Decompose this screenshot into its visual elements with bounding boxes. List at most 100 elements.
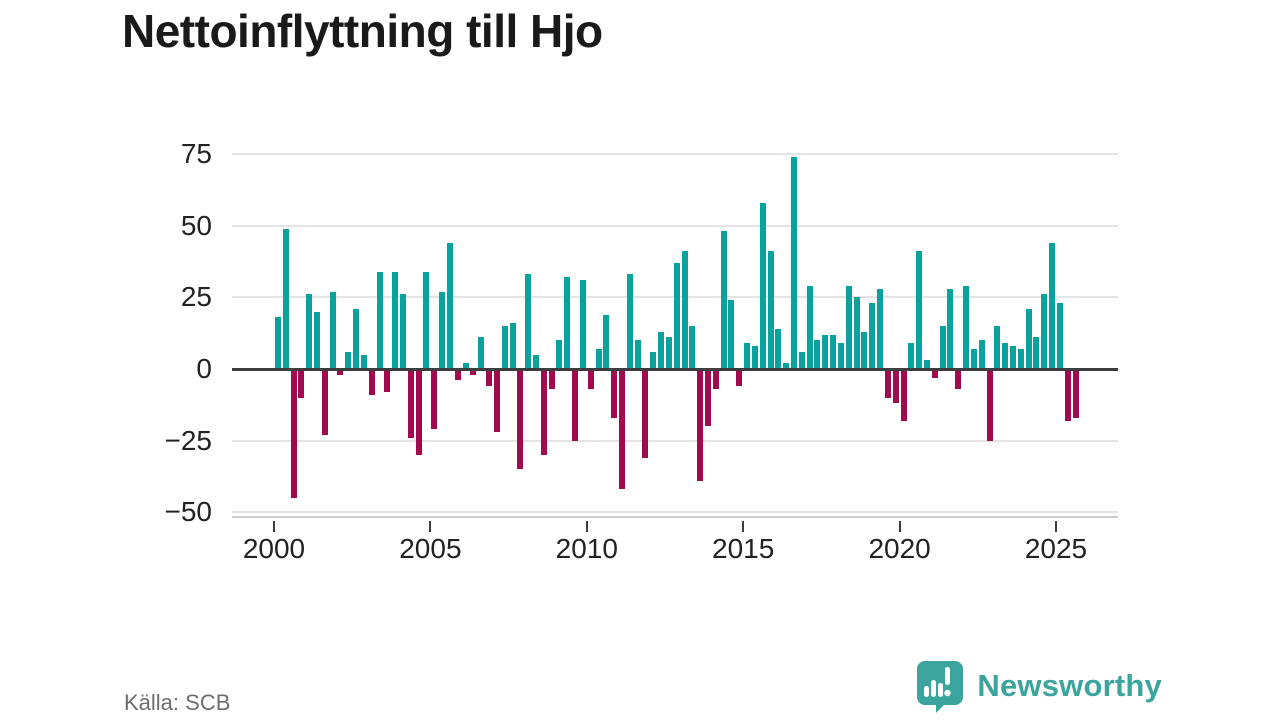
y-axis-label-25: 25: [180, 281, 212, 313]
bar-2007Q1: [493, 369, 500, 433]
bar-2002Q2: [345, 351, 352, 369]
bar-2012Q4: [673, 262, 680, 369]
bar-2025Q3: [1072, 369, 1079, 418]
bar-2016Q1: [775, 328, 782, 369]
bar-2025Q1: [1056, 303, 1063, 369]
newsworthy-speech-bubble-chart-icon: [917, 661, 964, 713]
y-axis-label-50: 50: [180, 209, 212, 241]
bar-2002Q3: [353, 308, 360, 369]
x-axis-label-2000: 2000: [242, 533, 306, 564]
bar-2004Q1: [400, 294, 407, 369]
bar-2001Q4: [329, 291, 336, 369]
bar-2022Q4: [986, 369, 993, 441]
x-tick-2015: [742, 521, 745, 532]
bar-2016Q4: [798, 351, 805, 369]
bar-2003Q4: [392, 271, 399, 369]
bar-2006Q1: [462, 363, 469, 369]
bar-2003Q1: [368, 369, 375, 395]
bar-2013Q3: [697, 369, 704, 481]
bar-2008Q1: [525, 274, 532, 369]
bar-2000Q2: [282, 228, 289, 369]
bar-2014Q4: [736, 369, 743, 387]
bar-2009Q1: [556, 340, 563, 369]
bar-2008Q2: [532, 354, 539, 369]
gridline-y-25: [232, 439, 1118, 442]
bar-2024Q4: [1049, 242, 1056, 369]
bar-2001Q3: [321, 369, 328, 435]
gridline-y-50: [232, 511, 1118, 514]
bar-2002Q1: [337, 369, 344, 375]
bar-2020Q2: [908, 343, 915, 369]
bar-2017Q4: [830, 334, 837, 369]
bar-2013Q1: [681, 251, 688, 369]
bar-2005Q4: [454, 369, 461, 381]
bar-2020Q3: [916, 251, 923, 369]
x-tick-2020: [898, 521, 901, 532]
bar-2019Q1: [869, 303, 876, 369]
bar-2009Q3: [572, 369, 579, 441]
bar-2023Q3: [1009, 346, 1016, 369]
bar-2011Q2: [626, 274, 633, 369]
bar-2009Q4: [579, 280, 586, 369]
bar-2004Q2: [407, 369, 414, 438]
bar-2018Q3: [853, 297, 860, 369]
bar-2013Q2: [689, 325, 696, 369]
bar-2022Q3: [978, 340, 985, 369]
bar-2018Q1: [837, 343, 844, 369]
bar-2014Q2: [720, 231, 727, 369]
bar-2000Q3: [290, 369, 297, 498]
x-axis-label-2015: 2015: [712, 533, 775, 564]
bar-2019Q3: [884, 369, 891, 398]
bar-2022Q2: [970, 348, 977, 369]
x-axis-label-2025: 2025: [1024, 533, 1088, 564]
bar-2014Q1: [712, 369, 719, 390]
bar-2021Q2: [939, 325, 946, 369]
chart-title: Nettoinflyttning till Hjo: [122, 5, 603, 57]
bar-2008Q4: [548, 369, 555, 390]
bar-2025Q2: [1064, 369, 1071, 421]
bar-2002Q4: [360, 354, 367, 369]
x-axis-label-2020: 2020: [868, 533, 931, 564]
bar-2012Q3: [665, 337, 672, 369]
bar-2011Q1: [618, 369, 625, 490]
y-axis-label--50: −50: [164, 496, 213, 528]
x-tick-2025: [1055, 521, 1057, 532]
bar-2023Q1: [994, 325, 1001, 369]
bar-2021Q4: [955, 369, 962, 390]
brand-name: Newsworthy: [977, 668, 1162, 703]
bar-2018Q2: [845, 285, 852, 369]
bar-2005Q1: [431, 369, 438, 430]
bar-2021Q1: [931, 369, 938, 378]
bar-2016Q3: [791, 156, 798, 369]
bar-2006Q2: [470, 369, 477, 375]
bar-2006Q3: [478, 337, 485, 369]
bar-2012Q1: [650, 351, 657, 369]
bar-2020Q4: [923, 360, 930, 369]
bar-2004Q4: [423, 271, 430, 369]
x-axis-line: [232, 516, 1118, 518]
bar-2023Q2: [1002, 343, 1009, 369]
bar-2015Q1: [744, 343, 751, 369]
bar-2017Q3: [822, 334, 829, 369]
bar-2006Q4: [486, 369, 493, 387]
bar-2015Q4: [767, 251, 774, 369]
bar-2010Q3: [603, 314, 610, 369]
y-axis-label--25: −25: [164, 424, 213, 456]
y-axis-label-75: 75: [180, 137, 212, 169]
bar-2007Q4: [517, 369, 524, 470]
bar-2000Q4: [298, 369, 305, 398]
source-note: Källa: SCB: [124, 690, 231, 715]
bar-2016Q2: [783, 363, 790, 369]
bar-2000Q1: [274, 317, 281, 369]
bar-2024Q2: [1033, 337, 1040, 369]
bar-2005Q3: [446, 242, 453, 369]
y-axis-label-0: 0: [196, 353, 212, 384]
x-axis-label-2005: 2005: [399, 533, 462, 564]
bar-2003Q2: [376, 271, 383, 369]
x-tick-2010: [585, 521, 588, 532]
gridline-y50: [232, 224, 1118, 227]
bar-2014Q3: [728, 300, 735, 369]
bar-2019Q4: [892, 369, 899, 404]
bar-2012Q2: [658, 331, 665, 369]
